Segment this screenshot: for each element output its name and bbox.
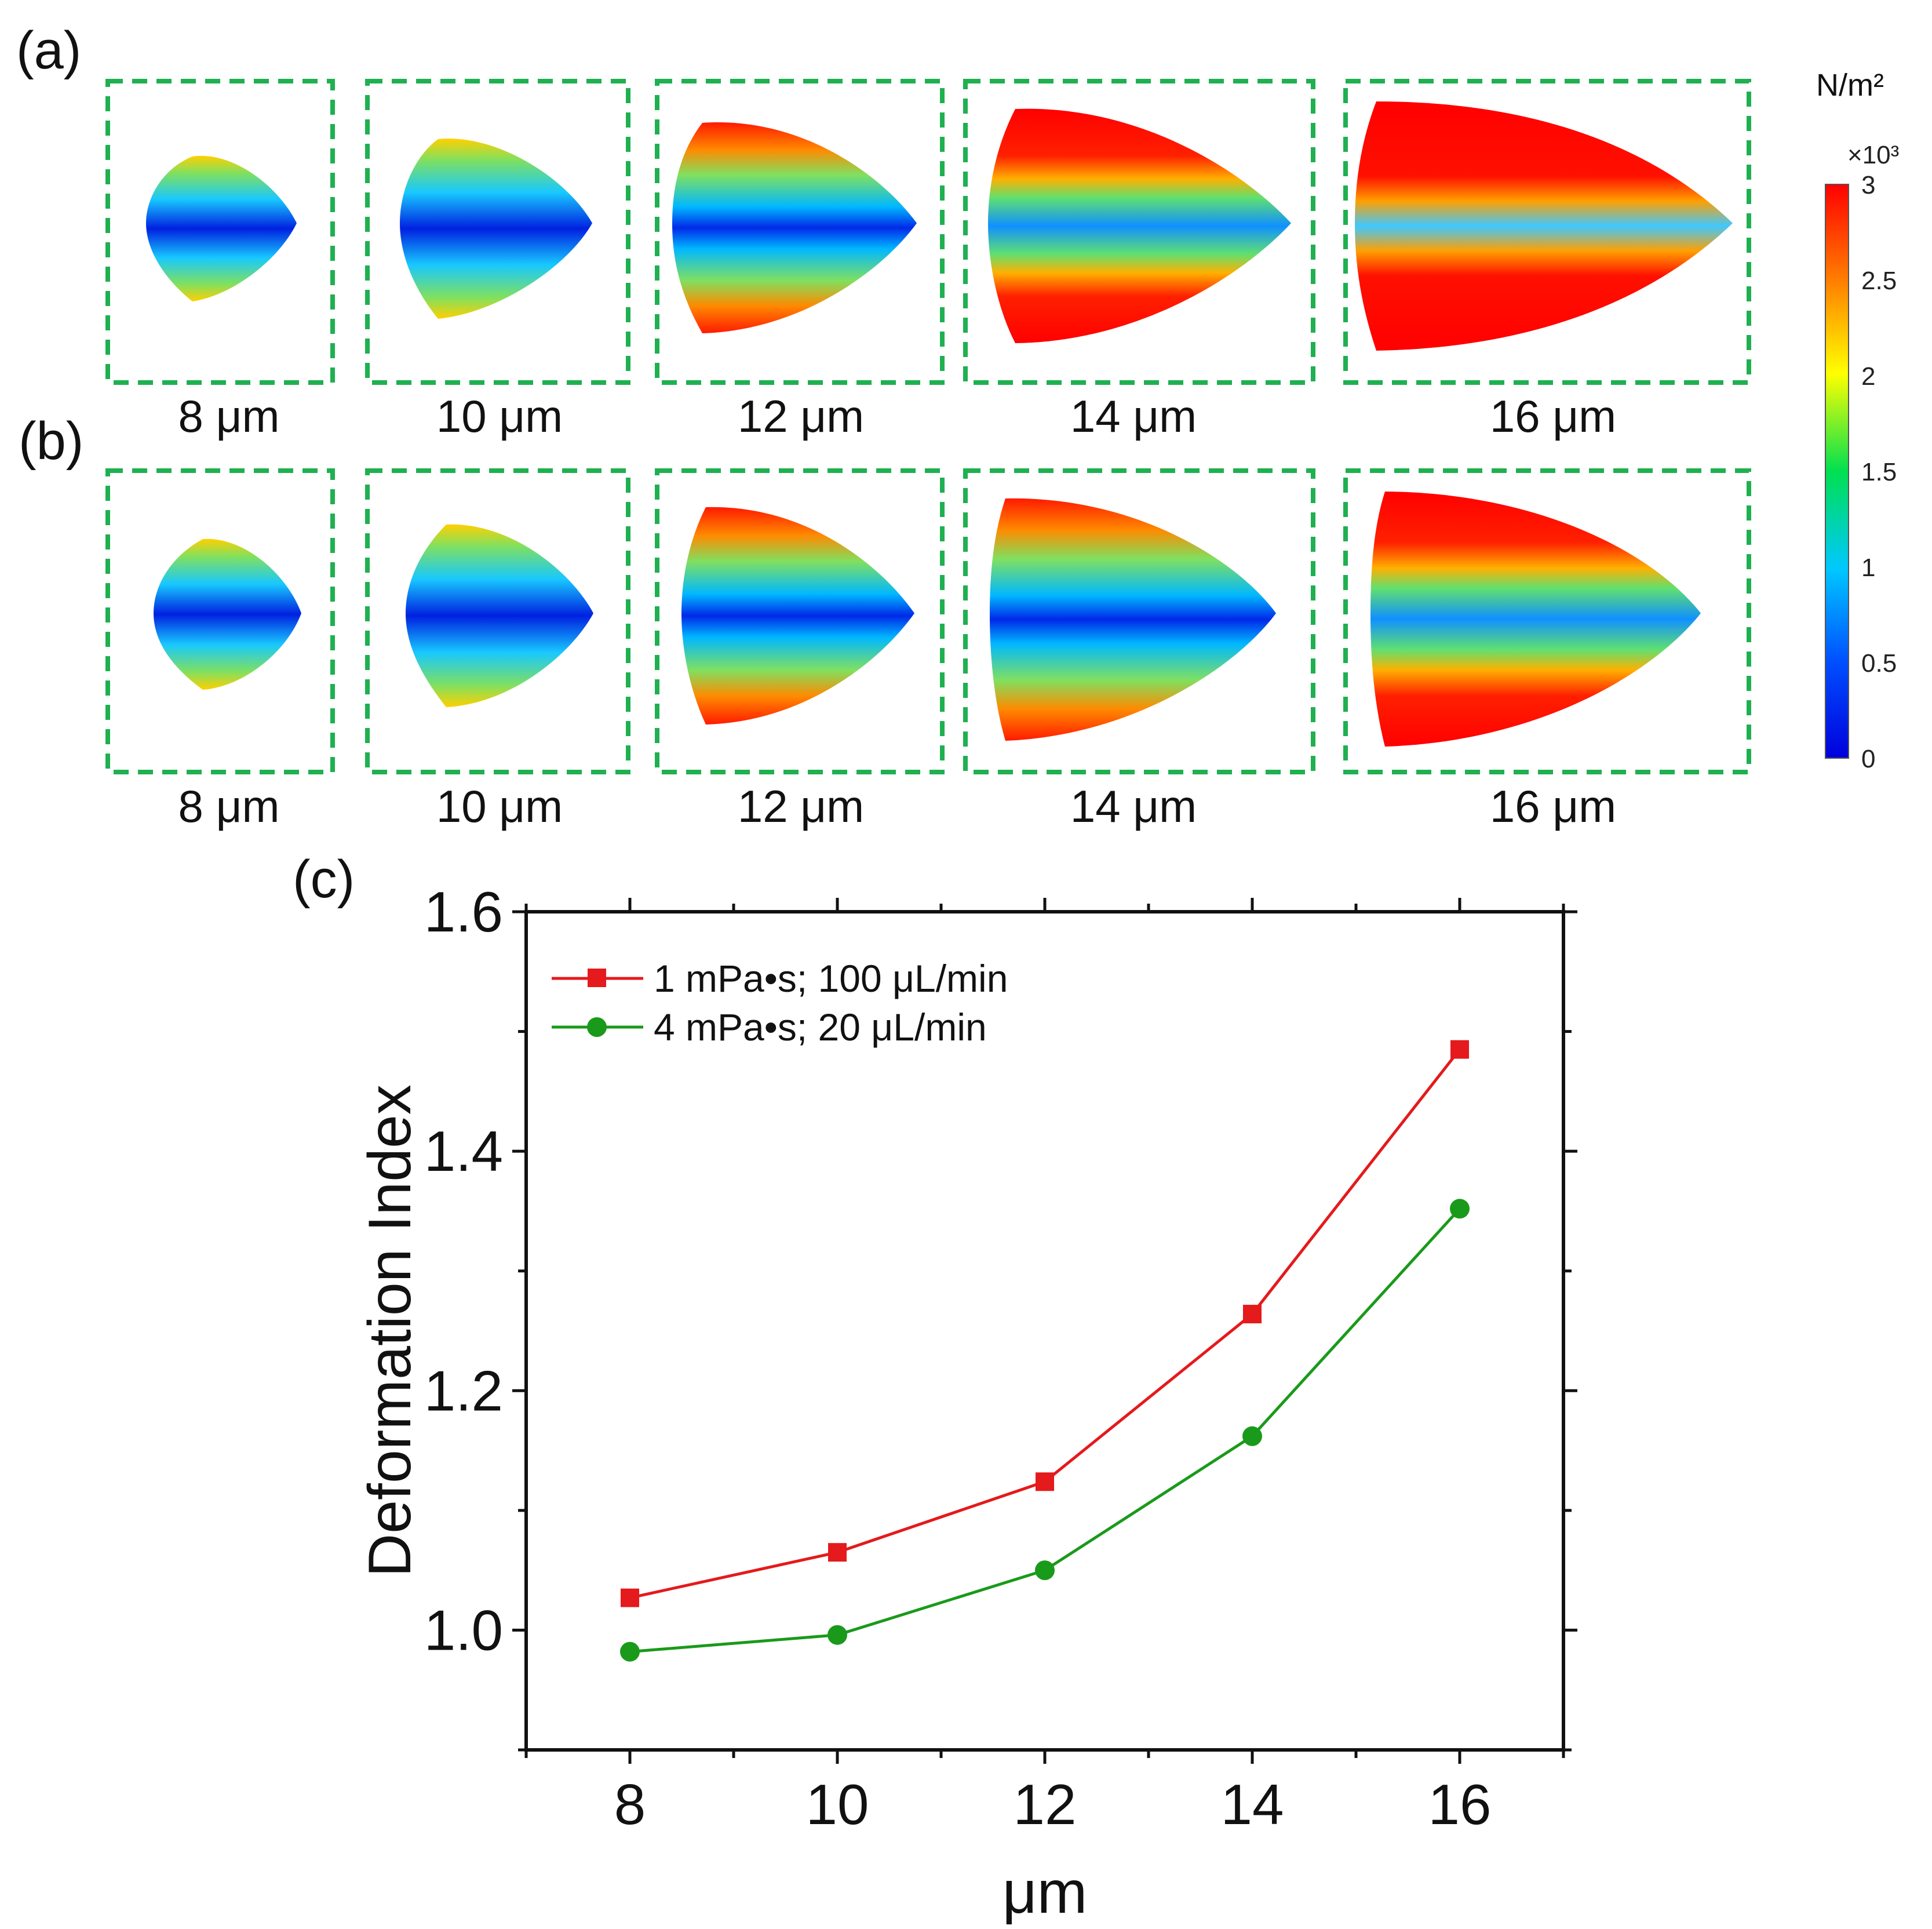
cell-a-8: [146, 155, 297, 301]
frame-a-14: [963, 79, 1315, 385]
series-1-point: [1450, 1040, 1469, 1059]
cell-a-12: [672, 122, 917, 333]
row-a-frames: [105, 79, 1751, 385]
colorbar-tick-2-5: 2.5: [1861, 267, 1897, 295]
panel-a-letter: (a): [16, 21, 81, 80]
colorbar-ticks: 3 2.5 2 1.5 1 0.5 0: [1861, 171, 1897, 773]
label-a-14: 14 μm: [1070, 391, 1197, 442]
x-tick-label: 14: [1220, 1773, 1284, 1836]
label-a-12: 12 μm: [738, 391, 864, 442]
legend: 1 mPa•s; 100 μL/min 4 mPa•s; 20 μL/min: [552, 957, 1008, 1049]
series-2-point: [828, 1625, 847, 1645]
label-b-8: 8 μm: [178, 781, 280, 832]
cell-a-16: [1355, 101, 1733, 351]
colorbar-gradient: [1825, 184, 1849, 759]
x-tick-label: 10: [805, 1773, 869, 1836]
cell-a-10: [400, 139, 592, 319]
series-line-1: [629, 1049, 1461, 1600]
row-b-frames: [105, 468, 1751, 774]
deformation-chart: 8 10 12 14 16 1.0 1.2 1.4 1.6 1 mPa•s; 100 μL/mi…: [356, 880, 1577, 1926]
panel-c-letter: (c): [293, 850, 355, 909]
frame-b-10: [365, 468, 630, 774]
label-b-16: 16 μm: [1490, 781, 1616, 832]
colorbar-unit: N/m²: [1816, 68, 1884, 103]
label-b-14: 14 μm: [1070, 781, 1197, 832]
x-tick-label: 8: [614, 1773, 646, 1836]
x-axis-title: μm: [1003, 1859, 1088, 1926]
x-tick-label: 16: [1428, 1773, 1491, 1836]
label-b-10: 10 μm: [436, 781, 563, 832]
label-a-10: 10 μm: [436, 391, 563, 442]
series-line-2: [629, 1207, 1461, 1654]
cell-b-12: [681, 507, 914, 725]
colorbar-tick-0: 0: [1861, 745, 1875, 773]
cell-b-16: [1370, 492, 1701, 747]
frame-a-8: [105, 79, 335, 385]
colorbar-tick-3: 3: [1861, 171, 1875, 199]
y-tick-label: 1.0: [424, 1598, 503, 1662]
series-1-point: [828, 1543, 847, 1562]
colorbar-multiplier: ×10³: [1847, 141, 1899, 169]
frame-b-8: [105, 468, 335, 774]
legend-label-series-2: 4 mPa•s; 20 μL/min: [654, 1006, 987, 1049]
colorbar-tick-1-5: 1.5: [1861, 458, 1897, 486]
cell-b-10: [406, 524, 593, 707]
series-2-point: [1035, 1560, 1055, 1581]
frame-b-16: [1343, 468, 1751, 774]
legend-label-series-1: 1 mPa•s; 100 μL/min: [654, 957, 1008, 1000]
series-2-point: [620, 1642, 640, 1662]
y-tick-label: 1.2: [424, 1359, 503, 1422]
label-a-8: 8 μm: [178, 391, 280, 442]
series-2-point: [1242, 1426, 1262, 1446]
frame-a-12: [655, 79, 945, 385]
legend-marker-series-1: [588, 969, 606, 987]
series-1-point: [621, 1588, 639, 1607]
series-1-point: [1243, 1305, 1262, 1324]
series-markers: [620, 1040, 1470, 1662]
y-tick-label: 1.4: [424, 1119, 503, 1183]
colorbar-tick-2: 2: [1861, 362, 1875, 391]
x-tick-label: 12: [1013, 1773, 1076, 1836]
series-2-point: [1450, 1199, 1470, 1219]
frame-b-14: [963, 468, 1315, 774]
series-1-point: [1036, 1472, 1054, 1491]
cell-b-8: [154, 538, 301, 690]
colorbar-tick-0-5: 0.5: [1861, 649, 1897, 678]
colorbar: N/m² ×10³ 3 2.5 2 1.5 1 0.5 0: [1816, 68, 1899, 773]
axis-ticks: 8 10 12 14 16 1.0 1.2 1.4 1.6: [424, 880, 1577, 1836]
legend-marker-series-2: [587, 1017, 607, 1037]
y-tick-label: 1.6: [424, 880, 503, 944]
panel-b-letter: (b): [19, 412, 83, 471]
label-a-16: 16 μm: [1490, 391, 1616, 442]
frame-b-12: [655, 468, 945, 774]
cell-b-14: [990, 498, 1276, 741]
frame-a-16: [1343, 79, 1751, 385]
colorbar-tick-1: 1: [1861, 554, 1875, 582]
label-b-12: 12 μm: [738, 781, 864, 832]
cell-a-14: [988, 108, 1291, 343]
y-axis-title: Deformation Index: [356, 1084, 424, 1577]
frame-a-10: [365, 79, 630, 385]
